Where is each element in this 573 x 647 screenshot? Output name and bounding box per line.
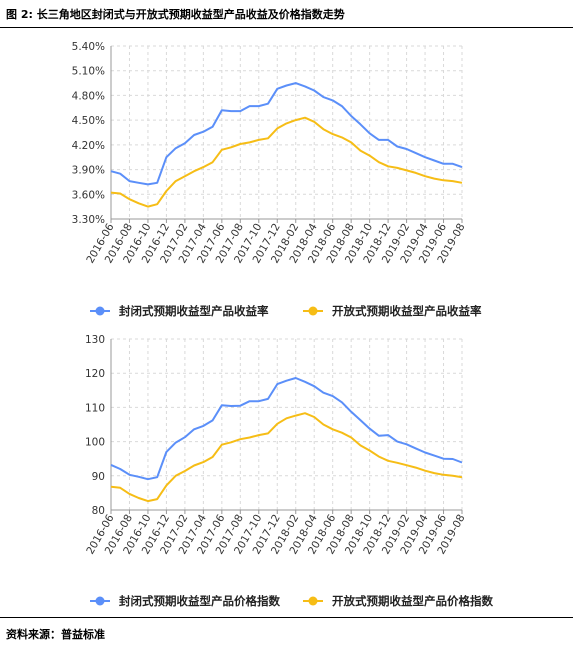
price-legend-marker-1 <box>308 596 318 606</box>
yield-legend-label-1: 开放式预期收益型产品收益率 <box>332 304 482 318</box>
bottom-rule <box>0 617 573 618</box>
yield-y-tick-label: 3.90% <box>72 165 105 177</box>
price-legend-label-1: 开放式预期收益型产品价格指数 <box>332 594 493 608</box>
price-legend-label-0: 封闭式预期收益型产品价格指数 <box>119 594 280 608</box>
yield-y-tick-label: 4.20% <box>72 140 105 152</box>
yield-series-line-open <box>110 116 463 208</box>
yield-legend-marker-1 <box>308 306 318 316</box>
price-series-line-closed <box>110 377 463 481</box>
price-series-line-open <box>110 412 463 503</box>
price-y-tick-label: 90 <box>92 471 105 483</box>
yield-y-tick-label: 3.30% <box>72 214 105 226</box>
yield-y-tick-label: 5.40% <box>72 41 105 53</box>
yield-y-tick-label: 5.10% <box>72 66 105 78</box>
yield-series-line-closed <box>110 82 463 186</box>
price-y-tick-label: 80 <box>92 505 105 517</box>
yield-legend-label-0: 封闭式预期收益型产品收益率 <box>119 304 269 318</box>
yield-y-tick-label: 3.60% <box>72 189 105 201</box>
yield-y-tick-label: 4.80% <box>72 90 105 102</box>
price-y-tick-label: 130 <box>85 334 105 346</box>
price-y-tick-label: 120 <box>85 368 105 380</box>
price-y-tick-label: 110 <box>85 402 105 414</box>
source-note: 资料来源：普益标准 <box>6 628 105 641</box>
yield-legend-marker-0 <box>95 306 105 316</box>
top-rule <box>0 27 573 28</box>
price-y-tick-label: 100 <box>85 437 105 449</box>
figure-title: 图 2: 长三角地区封闭式与开放式预期收益型产品收益及价格指数走势 <box>6 8 345 21</box>
yield-y-tick-label: 4.50% <box>72 115 105 127</box>
price-legend-marker-0 <box>95 596 105 606</box>
